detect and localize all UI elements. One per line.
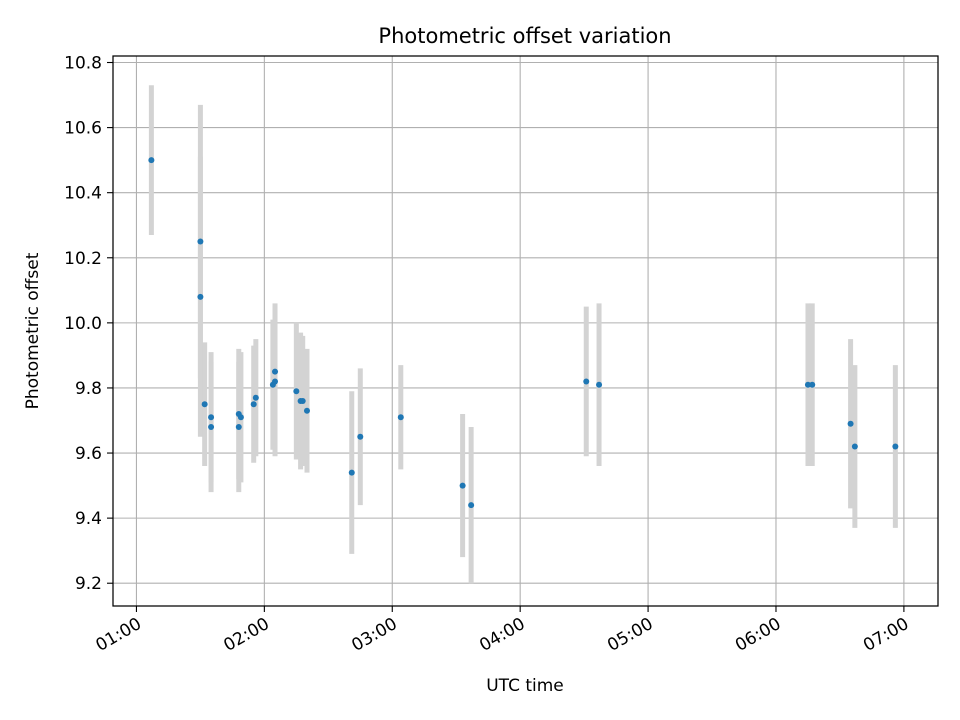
data-point: [397, 414, 404, 421]
data-point: [197, 238, 204, 245]
data-point: [272, 378, 279, 385]
data-point: [851, 443, 858, 450]
y-tick-label: 10.0: [64, 314, 102, 334]
y-tick-label: 10.4: [64, 184, 102, 204]
data-point: [468, 502, 475, 509]
x-tick-label: 03:00: [348, 614, 400, 656]
x-axis-label: UTC time: [486, 676, 564, 696]
data-point: [208, 414, 215, 421]
data-point: [250, 401, 257, 408]
data-point: [148, 157, 155, 164]
data-point: [357, 433, 364, 440]
data-point: [892, 443, 899, 450]
chart-title: Photometric offset variation: [378, 24, 671, 48]
data-point: [208, 424, 215, 431]
axis-ticks: 01:00 02:00 03:00 04:00 05:00 06:00 07:00 9.2 9.…: [64, 54, 912, 656]
x-tick-label: 01:00: [93, 614, 145, 656]
x-tick-label: 02:00: [220, 614, 272, 656]
y-axis-label: Photometric offset: [23, 252, 43, 409]
y-tick-label: 9.4: [75, 509, 102, 529]
y-tick-label: 10.6: [64, 119, 102, 139]
data-point: [583, 378, 590, 385]
data-point: [299, 397, 306, 404]
data-point: [303, 407, 310, 414]
plot-frame: [112, 55, 939, 607]
data-point: [235, 424, 242, 431]
y-tick-label: 10.2: [64, 249, 102, 269]
data-point: [348, 469, 355, 476]
data-point: [201, 401, 208, 408]
x-tick-label: 07:00: [860, 614, 912, 656]
x-tick-label: 05:00: [604, 614, 656, 656]
data-point: [197, 293, 204, 300]
data-point: [809, 381, 816, 388]
data-points: [148, 157, 899, 509]
data-point: [272, 368, 279, 375]
y-tick-label: 9.2: [75, 574, 102, 594]
grid-lines: [113, 56, 938, 606]
data-point: [804, 381, 811, 388]
data-point: [237, 414, 244, 421]
data-point: [596, 381, 603, 388]
y-tick-label: 9.6: [75, 444, 102, 464]
data-point: [459, 482, 466, 489]
data-point: [847, 420, 854, 427]
data-point: [252, 394, 259, 401]
y-tick-label: 9.8: [75, 379, 102, 399]
data-point: [293, 388, 300, 395]
error-bars: [148, 85, 898, 584]
x-tick-label: 06:00: [732, 614, 784, 656]
y-tick-label: 10.8: [64, 54, 102, 74]
x-tick-label: 04:00: [476, 614, 528, 656]
